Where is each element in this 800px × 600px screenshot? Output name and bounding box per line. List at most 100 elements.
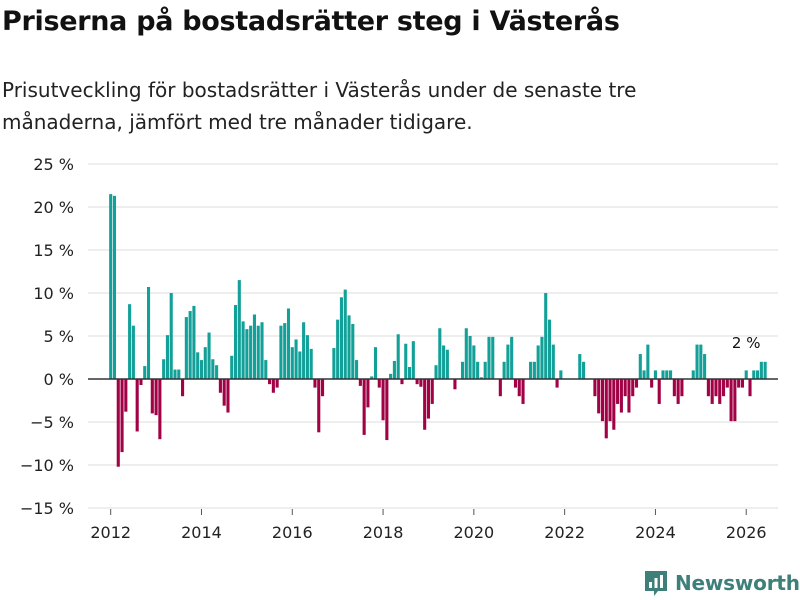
- annotation-label: 2 %: [732, 334, 761, 352]
- bar: [661, 370, 665, 379]
- bar: [695, 344, 699, 379]
- bar: [226, 379, 230, 413]
- bar: [608, 379, 612, 422]
- bar: [759, 361, 763, 379]
- bar: [135, 379, 139, 432]
- bar: [442, 345, 446, 379]
- y-axis-tick-labels: 25 % 20 % 15 % 10 % 5 % 0 % −5 % −10 % −15 %: [20, 155, 74, 518]
- bar: [540, 336, 544, 379]
- bar: [320, 379, 325, 397]
- bar: [638, 354, 642, 379]
- bar: [241, 321, 245, 379]
- bar: [740, 379, 744, 388]
- bar: [529, 361, 533, 379]
- bar: [245, 329, 249, 379]
- bar: [487, 336, 491, 379]
- bar: [479, 377, 483, 379]
- bar: [506, 344, 510, 379]
- bar: [653, 370, 657, 379]
- bar: [657, 379, 661, 404]
- bar: [582, 361, 586, 379]
- bar: [748, 379, 752, 397]
- bar: [358, 379, 362, 386]
- x-tick-label: 2018: [363, 523, 404, 542]
- x-tick-label: 2014: [181, 523, 222, 542]
- bar: [468, 336, 472, 379]
- bar: [544, 293, 548, 379]
- bar: [491, 336, 495, 379]
- x-tick-label: 2012: [90, 523, 131, 542]
- bar: [309, 348, 313, 379]
- bar: [181, 379, 185, 397]
- bar: [396, 334, 400, 379]
- bar: [593, 379, 597, 397]
- y-tick-label: 0 %: [44, 370, 74, 389]
- bar: [173, 369, 177, 379]
- bar: [665, 370, 669, 379]
- bar: [699, 344, 703, 379]
- bar: [385, 379, 389, 441]
- bar: [650, 379, 654, 388]
- bar: [162, 359, 166, 379]
- bar: [184, 317, 188, 379]
- bar: [669, 370, 673, 379]
- bar: [710, 379, 714, 404]
- bar: [604, 379, 608, 439]
- bar: [279, 325, 283, 379]
- bar: [192, 305, 196, 379]
- bar: [729, 379, 733, 422]
- bar: [642, 370, 646, 379]
- bar: [434, 365, 438, 379]
- bar: [199, 360, 204, 379]
- bar: [131, 325, 135, 379]
- bar: [120, 379, 124, 453]
- bar: [408, 366, 412, 379]
- bar: [411, 341, 415, 379]
- bar: [517, 379, 521, 397]
- bar: [196, 352, 200, 379]
- bar: [339, 297, 343, 379]
- bar: [203, 347, 207, 379]
- bar: [676, 379, 680, 404]
- bar: [404, 343, 408, 379]
- bar: [721, 379, 726, 397]
- annotations: 2 %: [732, 334, 761, 352]
- x-tick-label: 2020: [453, 523, 494, 542]
- y-tick-label: 10 %: [33, 284, 74, 303]
- bar: [264, 360, 268, 379]
- bar: [703, 354, 707, 379]
- bar: [502, 361, 506, 379]
- x-tick-label: 2022: [544, 523, 585, 542]
- bar: [286, 308, 291, 379]
- bar: [445, 349, 449, 379]
- newsworthy-logo-icon: [645, 571, 667, 596]
- bar: [377, 379, 381, 388]
- bar: [169, 293, 173, 379]
- bar: [691, 370, 695, 379]
- bar: [260, 322, 264, 379]
- x-tick-label: 2026: [726, 523, 767, 542]
- bar: [714, 379, 718, 397]
- bar: [332, 348, 336, 379]
- bar: [237, 280, 241, 379]
- bar: [415, 379, 419, 385]
- bar: [124, 379, 128, 412]
- bar: [177, 369, 181, 379]
- bar: [158, 379, 162, 440]
- bar: [551, 344, 555, 379]
- bar: [313, 379, 317, 388]
- bar: [419, 379, 423, 387]
- bar: [283, 323, 287, 379]
- bar: [627, 379, 631, 413]
- bar: [218, 379, 222, 393]
- bar: [430, 379, 434, 404]
- bar: [268, 379, 272, 385]
- bar: [623, 379, 627, 397]
- bar: [476, 361, 480, 379]
- bar: [302, 322, 306, 379]
- bar: [680, 379, 684, 397]
- bar: [706, 379, 710, 397]
- bar: [143, 366, 147, 379]
- bar: [207, 332, 211, 379]
